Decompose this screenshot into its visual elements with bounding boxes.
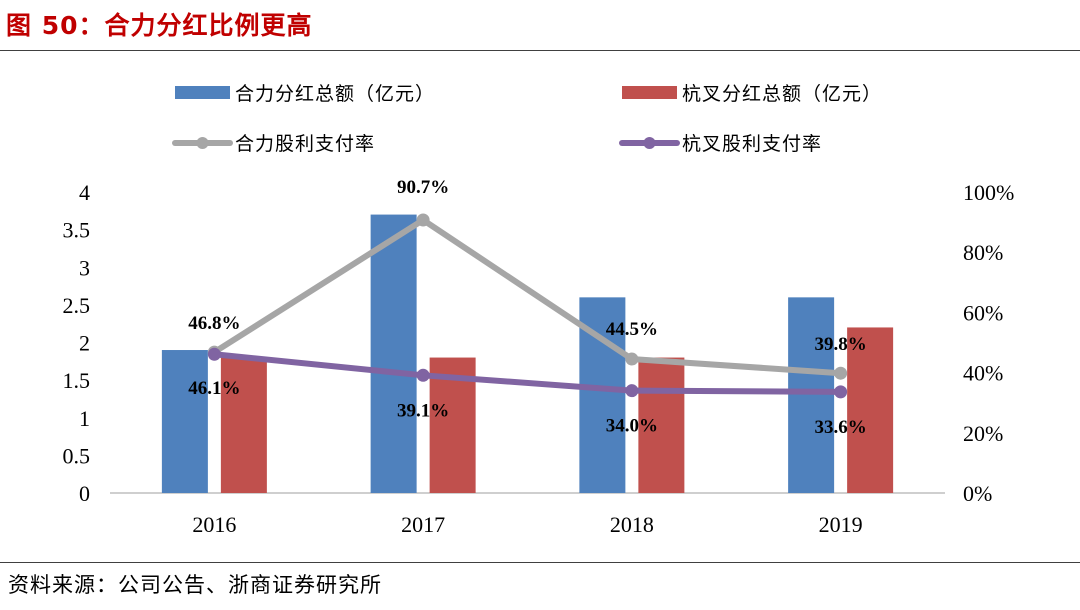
left-tick-label: 0 (79, 481, 90, 506)
legend: 合力分红总额（亿元） 杭叉分红总额（亿元） 合力股利支付率 杭叉股利支付率 (172, 83, 882, 155)
x-tick-label: 2016 (192, 512, 236, 537)
legend-marker-3 (196, 137, 209, 149)
x-tick-label: 2019 (819, 512, 863, 537)
left-tick-label: 1.5 (63, 368, 91, 393)
right-tick-label: 20% (963, 421, 1003, 446)
bar-hangcha-2016 (220, 357, 267, 493)
bar-hangcha-2018 (638, 357, 685, 493)
point-series-2-2018 (625, 384, 639, 398)
legend-label-4: 杭叉股利支付率 (682, 133, 822, 155)
data-label-series-2-2018: 34.0% (606, 416, 658, 437)
bar-heli-2019 (788, 297, 835, 493)
data-label-series-2-2019: 33.6% (815, 417, 867, 438)
source-divider (0, 562, 1080, 563)
bar-heli-2017 (370, 214, 417, 493)
point-series-2-2017 (416, 368, 430, 382)
point-series-2-2019 (834, 385, 848, 399)
data-label-series-1-2019: 39.8% (815, 334, 867, 355)
point-series-1-2018 (625, 352, 639, 366)
chart: 合力分红总额（亿元） 杭叉分红总额（亿元） 合力股利支付率 杭叉股利支付率 0 0.5 1… (63, 83, 1015, 537)
bar-heli-2016 (161, 350, 208, 493)
source-note: 资料来源：公司公告、浙商证券研究所 (8, 573, 382, 597)
left-tick-label: 2 (79, 331, 90, 356)
right-tick-label: 0% (963, 481, 992, 506)
left-tick-label: 1 (79, 406, 90, 431)
right-tick-label: 60% (963, 300, 1003, 325)
point-series-1-2019 (834, 366, 848, 380)
data-labels: 46.8% 90.7% 44.5% 39.8% 46.1% 39.1% 34.0% 33.6% (188, 177, 867, 438)
left-tick-label: 4 (79, 180, 90, 205)
line-series-2 (211, 351, 844, 395)
data-label-series-2-2017: 39.1% (397, 400, 449, 421)
line-series-1 (211, 216, 844, 377)
bars (161, 214, 894, 493)
left-tick-label: 3.5 (63, 218, 91, 243)
data-label-series-1-2017: 90.7% (397, 177, 449, 198)
legend-label-2: 杭叉分红总额（亿元） (682, 83, 882, 105)
point-series-2-2016 (207, 347, 221, 361)
left-tick-label: 2.5 (63, 293, 91, 318)
right-tick-label: 40% (963, 361, 1003, 386)
left-tick-label: 3 (79, 255, 90, 280)
left-tick-label: 0.5 (63, 443, 91, 468)
data-label-series-2-2016: 46.1% (188, 378, 240, 399)
legend-label-1: 合力分红总额（亿元） (235, 83, 435, 105)
lines (207, 213, 848, 399)
legend-swatch-2 (622, 86, 677, 99)
point-series-1-2017 (416, 213, 430, 227)
title-divider (0, 50, 1080, 51)
bar-hangcha-2019 (847, 327, 894, 493)
data-label-series-1-2016: 46.8% (188, 313, 240, 334)
x-tick-label: 2018 (610, 512, 654, 537)
right-tick-label: 100% (963, 180, 1014, 205)
right-tick-label: 80% (963, 240, 1003, 265)
figure-title: 图 50：合力分红比例更高 (6, 11, 313, 40)
x-tick-label: 2017 (401, 512, 445, 537)
data-label-series-1-2018: 44.5% (606, 319, 658, 340)
legend-marker-4 (643, 137, 656, 149)
legend-label-3: 合力股利支付率 (235, 133, 375, 155)
legend-swatch-1 (175, 86, 230, 99)
